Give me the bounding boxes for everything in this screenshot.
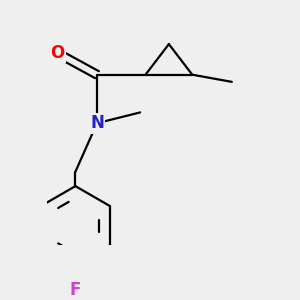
Text: N: N [90, 114, 104, 132]
Text: O: O [50, 44, 64, 62]
Text: F: F [70, 281, 81, 299]
